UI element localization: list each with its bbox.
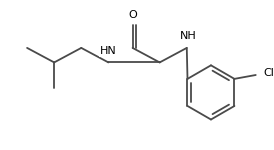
- Text: Cl: Cl: [264, 68, 274, 78]
- Text: O: O: [128, 10, 137, 20]
- Text: NH: NH: [180, 31, 197, 41]
- Text: HN: HN: [100, 46, 117, 56]
